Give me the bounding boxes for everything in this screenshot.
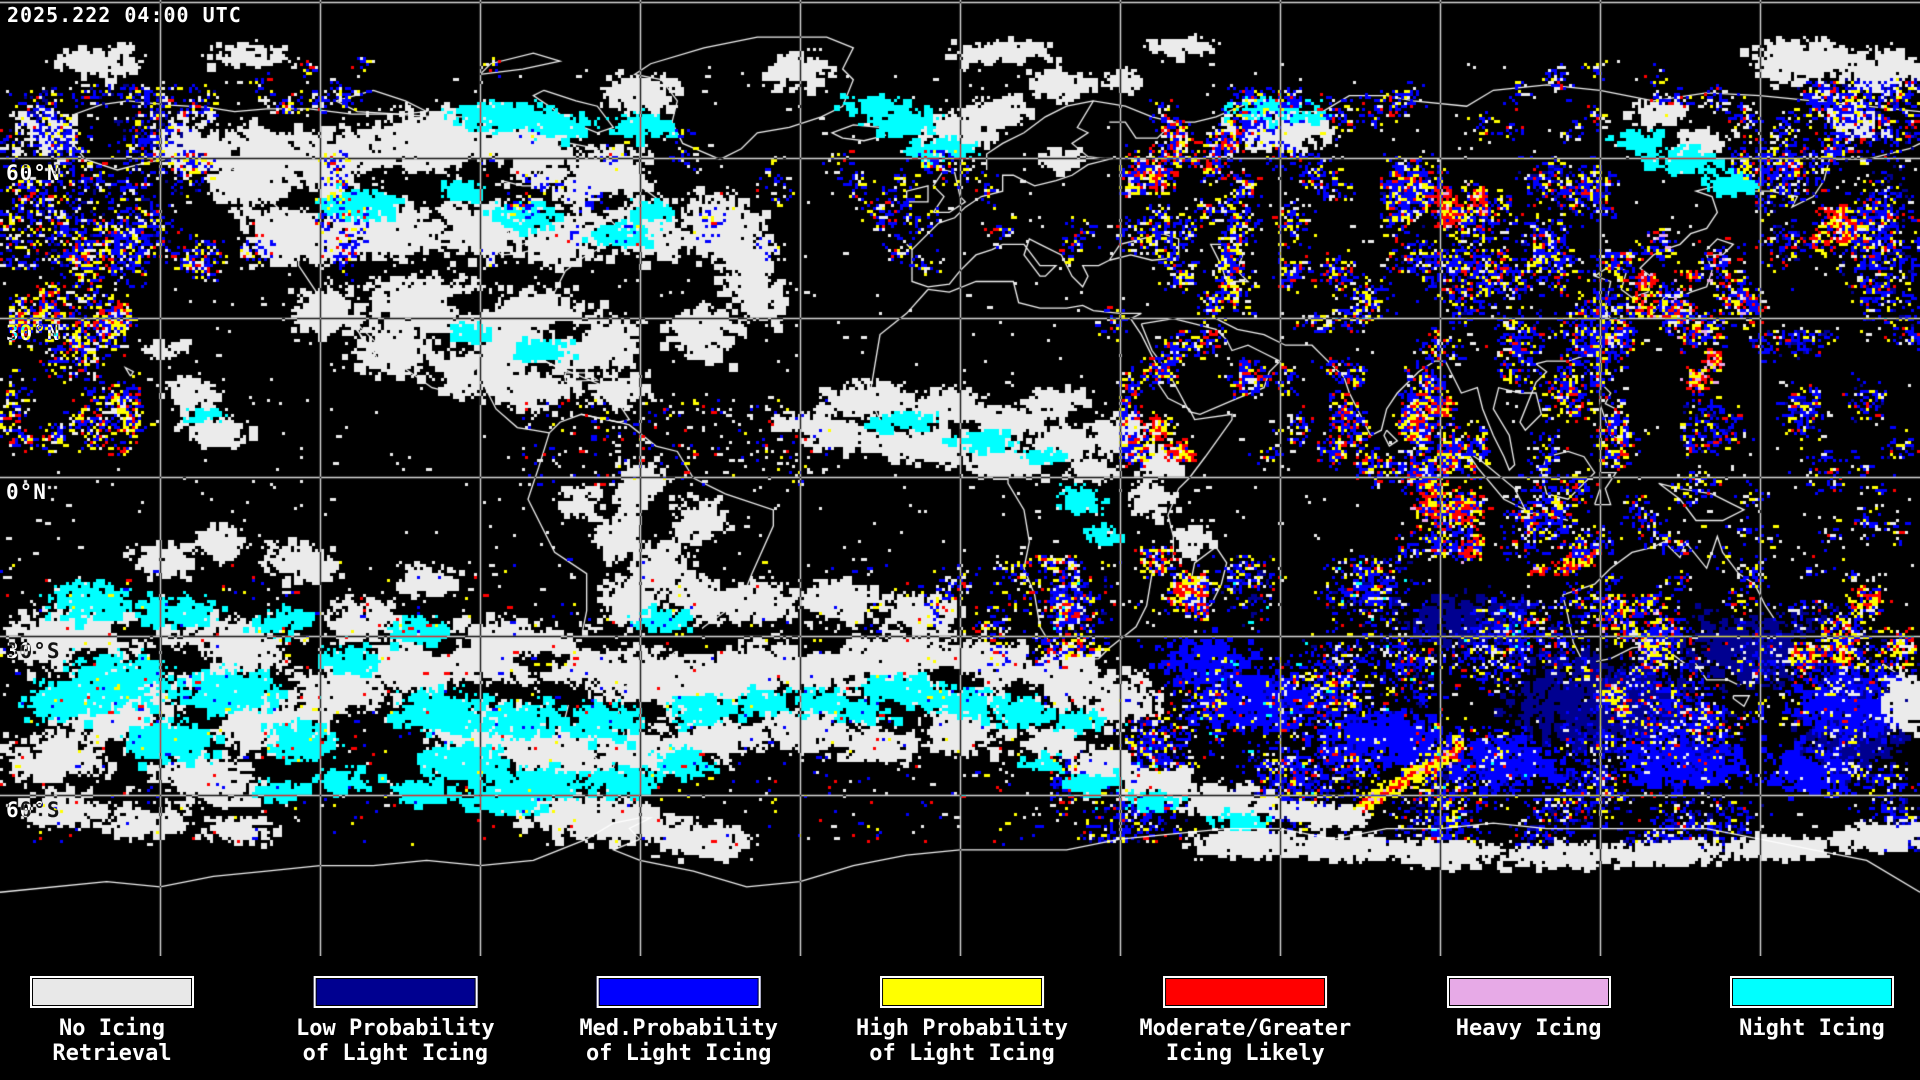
- latitude-label: 30°N: [6, 321, 61, 345]
- legend-item-moderate-greater: Moderate/Greater Icing Likely: [1139, 976, 1351, 1066]
- icing-map-canvas: [0, 0, 1920, 956]
- latitude-label: 30°S: [6, 639, 61, 663]
- legend-item-no-icing: No Icing Retrieval: [30, 976, 194, 1066]
- legend-label: No Icing: [59, 1016, 165, 1041]
- legend-swatch-high-probability: [879, 976, 1044, 1008]
- legend-swatch-heavy-icing: [1446, 976, 1611, 1008]
- legend-label: Med.Probability: [579, 1016, 778, 1041]
- legend-label: of Light Icing: [869, 1041, 1055, 1066]
- latitude-label: 60°N: [6, 161, 61, 185]
- legend-item-night-icing: Night Icing: [1729, 976, 1894, 1041]
- legend-label: High Probability: [856, 1016, 1068, 1041]
- legend-swatch-no-icing: [30, 976, 194, 1008]
- latitude-label: 60°S: [6, 798, 61, 822]
- legend-swatch-night-icing: [1729, 976, 1894, 1008]
- legend-swatch-low-probability: [313, 976, 478, 1008]
- legend-label: of Light Icing: [302, 1041, 489, 1066]
- legend-label: Heavy Icing: [1455, 1016, 1602, 1041]
- legend-label: of Light Icing: [585, 1041, 772, 1066]
- legend-bar: No Icing Retrieval Low Probability of Light…: [0, 956, 1920, 1080]
- legend-item-heavy-icing: Heavy Icing: [1446, 976, 1611, 1041]
- legend-label: Retrieval: [52, 1041, 172, 1066]
- legend-label: Low Probability: [295, 1016, 495, 1041]
- legend-label: Icing Likely: [1165, 1041, 1325, 1066]
- latitude-label: 0°N: [6, 480, 47, 504]
- legend-item-high-probability: High Probability of Light Icing: [856, 976, 1068, 1066]
- timestamp: 2025.222 04:00 UTC: [7, 3, 242, 27]
- legend-label: Moderate/Greater: [1139, 1016, 1352, 1041]
- legend-item-med-probability: Med.Probability of Light Icing: [579, 976, 778, 1066]
- legend-swatch-moderate-greater: [1163, 976, 1328, 1008]
- legend-label: Night Icing: [1739, 1016, 1885, 1041]
- legend-item-low-probability: Low Probability of Light Icing: [296, 976, 495, 1066]
- legend-swatch-med-probability: [596, 976, 761, 1008]
